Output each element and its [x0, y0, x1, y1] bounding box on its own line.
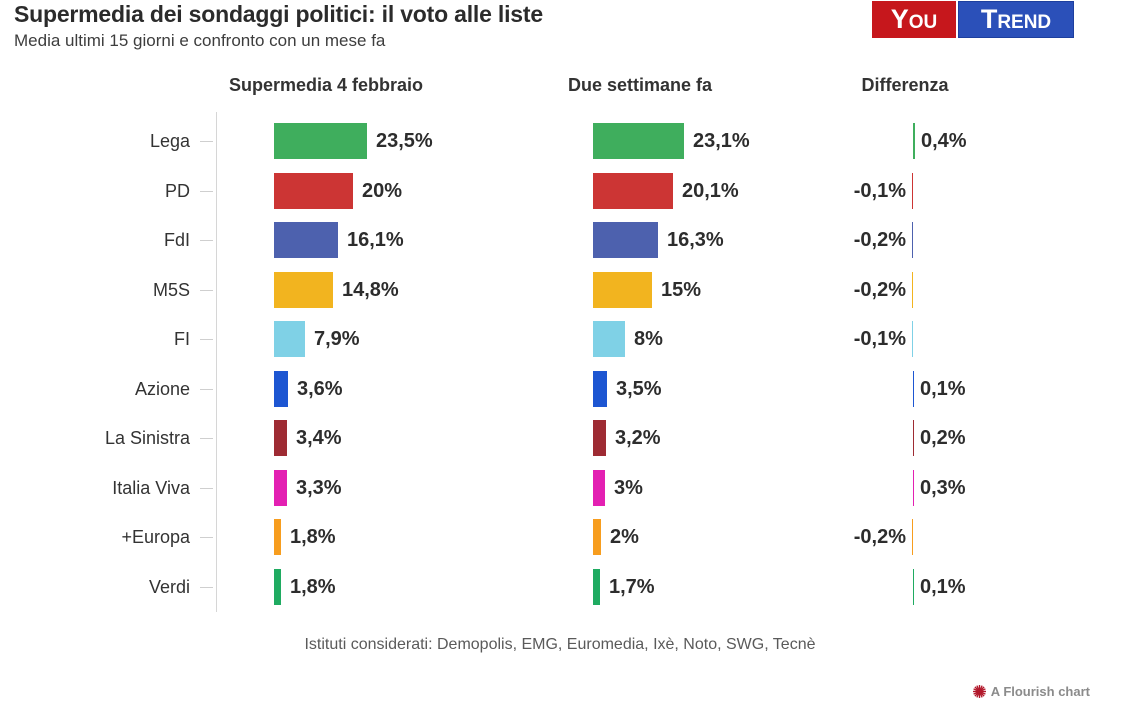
row-label: M5S [152, 279, 190, 300]
value-label-due-settimane: 16,3% [667, 228, 724, 251]
value-label-supermedia: 20% [362, 179, 403, 202]
value-label-differenza: -0,2% [853, 228, 906, 251]
value-label-due-settimane: 3,5% [616, 377, 662, 400]
bar-differenza [913, 470, 914, 506]
value-label-differenza: -0,2% [853, 525, 906, 548]
page-subtitle: Media ultimi 15 giorni e confronto con u… [14, 31, 386, 50]
bar-differenza [913, 420, 914, 456]
footnote: Istituti considerati: Demopolis, EMG, Eu… [304, 636, 816, 653]
row-label: Azione [134, 378, 190, 399]
bar-supermedia [274, 123, 367, 159]
bar-supermedia [274, 173, 353, 209]
bar-due-settimane [593, 519, 601, 555]
row-label: +Europa [121, 526, 190, 547]
value-label-due-settimane: 1,7% [609, 575, 655, 598]
flourish-credit-link[interactable]: A Flourish chart [972, 684, 1090, 699]
axis-tick [200, 389, 213, 390]
axis-tick [200, 537, 213, 538]
bar-differenza [913, 123, 915, 159]
category-axis-line [216, 112, 217, 612]
bar-supermedia [274, 569, 281, 605]
youtrend-logo-trend: Trend [958, 1, 1074, 38]
value-label-differenza: -0,2% [853, 278, 906, 301]
bar-differenza [912, 272, 913, 308]
axis-tick [200, 488, 213, 489]
flourish-credit-label: A Flourish chart [990, 684, 1090, 699]
value-label-due-settimane: 8% [634, 327, 663, 350]
value-label-supermedia: 23,5% [376, 129, 433, 152]
axis-tick [200, 191, 213, 192]
axis-tick [200, 290, 213, 291]
bar-supermedia [274, 470, 287, 506]
value-label-supermedia: 7,9% [314, 327, 360, 350]
bar-due-settimane [593, 569, 600, 605]
value-label-due-settimane: 2% [610, 525, 639, 548]
row-label: PD [164, 180, 190, 201]
bar-due-settimane [593, 272, 652, 308]
bar-due-settimane [593, 123, 684, 159]
bar-due-settimane [593, 371, 607, 407]
value-label-due-settimane: 3,2% [615, 426, 661, 449]
value-label-supermedia: 3,4% [296, 426, 342, 449]
row-label: FI [174, 328, 190, 349]
axis-tick [200, 240, 213, 241]
bar-due-settimane [593, 321, 625, 357]
axis-tick [200, 141, 213, 142]
youtrend-logo-you: You [872, 1, 956, 38]
row-label: Verdi [148, 576, 190, 597]
value-label-supermedia: 16,1% [347, 228, 404, 251]
value-label-differenza: 0,1% [920, 377, 966, 400]
bar-differenza [912, 173, 913, 209]
value-label-differenza: -0,1% [853, 327, 906, 350]
row-label: Italia Viva [112, 477, 190, 498]
axis-tick [200, 438, 213, 439]
row-label: FdI [163, 229, 190, 250]
bar-differenza [913, 371, 914, 407]
value-label-differenza: 0,2% [920, 426, 966, 449]
flourish-burst-icon [972, 685, 986, 698]
bar-supermedia [274, 272, 333, 308]
row-label: La Sinistra [104, 427, 190, 448]
bar-differenza [912, 519, 913, 555]
column-header-supermedia: Supermedia 4 febbraio [228, 75, 424, 95]
bar-due-settimane [593, 173, 673, 209]
bar-due-settimane [593, 222, 658, 258]
value-label-due-settimane: 20,1% [682, 179, 739, 202]
value-label-due-settimane: 3% [614, 476, 643, 499]
bar-supermedia [274, 519, 281, 555]
row-label: Lega [149, 130, 190, 151]
value-label-differenza: 0,1% [920, 575, 966, 598]
bar-supermedia [274, 371, 288, 407]
value-label-due-settimane: 23,1% [693, 129, 750, 152]
bar-due-settimane [593, 420, 606, 456]
axis-tick [200, 587, 213, 588]
value-label-supermedia: 3,3% [296, 476, 342, 499]
value-label-supermedia: 1,8% [290, 525, 336, 548]
value-label-supermedia: 14,8% [342, 278, 399, 301]
page-title: Supermedia dei sondaggi politici: il vot… [14, 1, 543, 27]
value-label-supermedia: 3,6% [297, 377, 343, 400]
bar-supermedia [274, 222, 338, 258]
column-header-due-settimane: Due settimane fa [567, 75, 713, 95]
axis-tick [200, 339, 213, 340]
bar-supermedia [274, 321, 305, 357]
value-label-differenza: -0,1% [853, 179, 906, 202]
bar-differenza [913, 569, 914, 605]
bar-differenza [912, 222, 913, 258]
value-label-differenza: 0,3% [920, 476, 966, 499]
value-label-supermedia: 1,8% [290, 575, 336, 598]
youtrend-logo: You Trend [872, 1, 1074, 38]
bar-due-settimane [593, 470, 605, 506]
bar-differenza [912, 321, 913, 357]
bar-supermedia [274, 420, 287, 456]
value-label-due-settimane: 15% [661, 278, 702, 301]
column-header-differenza: Differenza [861, 75, 949, 95]
value-label-differenza: 0,4% [921, 129, 967, 152]
